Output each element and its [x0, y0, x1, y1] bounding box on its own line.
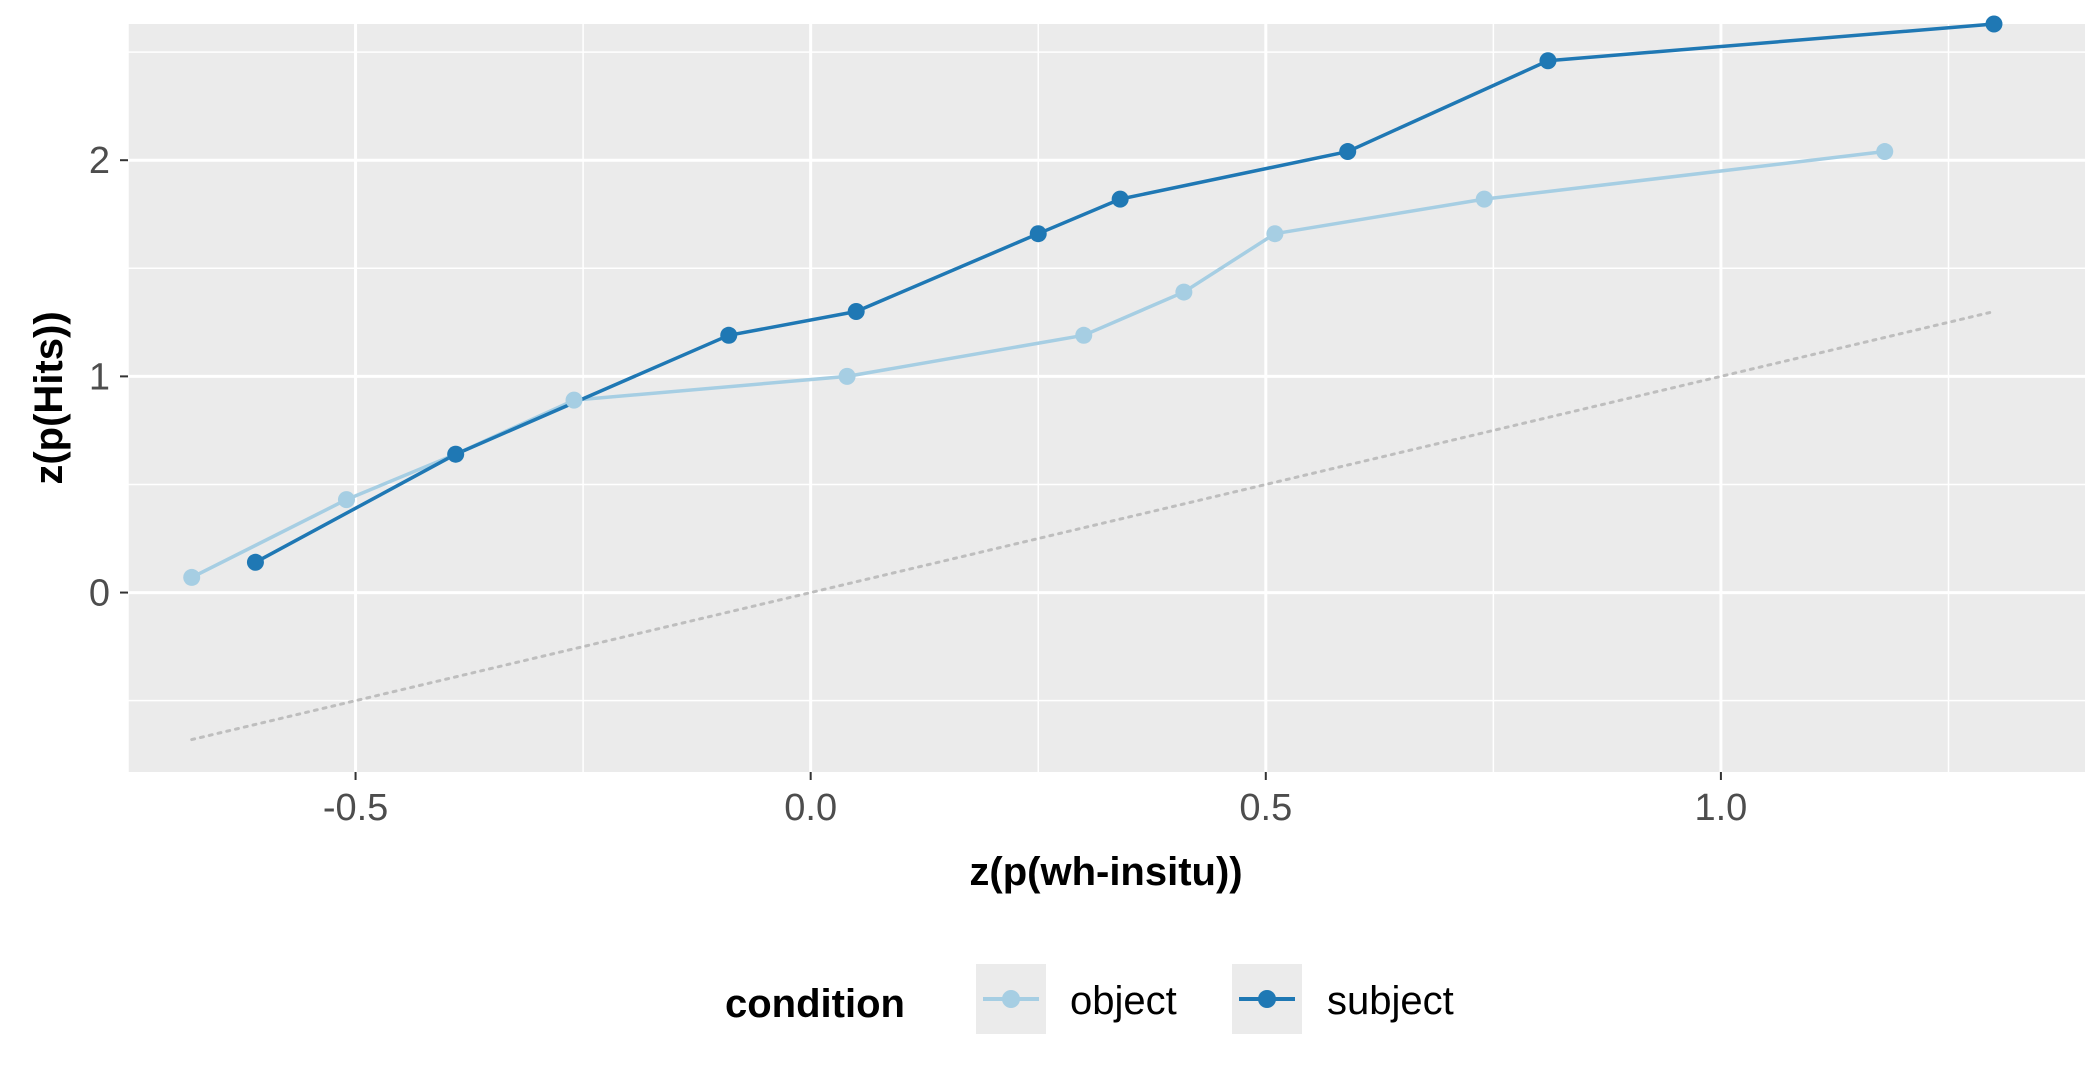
data-point-subject: [447, 445, 465, 463]
legend-title: condition: [725, 982, 905, 1026]
x-tick-label: -0.5: [323, 787, 388, 829]
plot-panel: [128, 24, 2085, 772]
x-tick-label: 0.0: [784, 787, 837, 829]
x-tick-label: 0.5: [1239, 787, 1292, 829]
data-point-object: [1175, 283, 1193, 301]
data-point-subject: [1111, 190, 1129, 208]
reference-line: [190, 310, 1996, 742]
data-point-subject: [847, 303, 865, 321]
y-tick-label: 2: [89, 140, 110, 182]
x-axis-ticks: -0.5 0.0 0.5 1.0: [323, 772, 1747, 829]
legend: condition object subject: [725, 964, 1454, 1034]
data-point-object: [838, 367, 856, 385]
y-tick-label: 0: [89, 573, 110, 615]
data-point-object: [337, 491, 355, 509]
legend-label-object: object: [1070, 979, 1177, 1023]
legend-key-object-point: [1002, 990, 1020, 1008]
x-tick-label: 1.0: [1694, 787, 1747, 829]
data-point-object: [183, 568, 201, 586]
data-point-object: [1876, 143, 1894, 161]
legend-label-subject: subject: [1327, 979, 1454, 1023]
legend-key-subject-point: [1258, 990, 1276, 1008]
data-point-object: [1475, 190, 1493, 208]
data-point-subject: [1539, 52, 1557, 70]
data-point-subject: [246, 553, 264, 571]
y-axis-ticks: 0 1 2: [89, 140, 128, 615]
y-axis-title: z(p(Hits)): [27, 311, 71, 484]
data-point-subject: [1985, 15, 2003, 33]
data-point-subject: [1029, 225, 1047, 243]
data-point-object: [1266, 225, 1284, 243]
series-points: [183, 15, 2003, 586]
major-gridlines: [128, 24, 2085, 772]
series-line-object: [190, 149, 1885, 579]
x-axis-title: z(p(wh-insitu)): [969, 850, 1242, 894]
reference-line-group: [190, 310, 1996, 742]
data-point-object: [565, 391, 583, 409]
minor-gridlines: [127, 24, 2085, 772]
y-tick-label: 1: [89, 356, 110, 398]
data-point-subject: [720, 326, 738, 344]
data-point-subject: [1339, 143, 1357, 161]
data-point-object: [1075, 326, 1093, 344]
